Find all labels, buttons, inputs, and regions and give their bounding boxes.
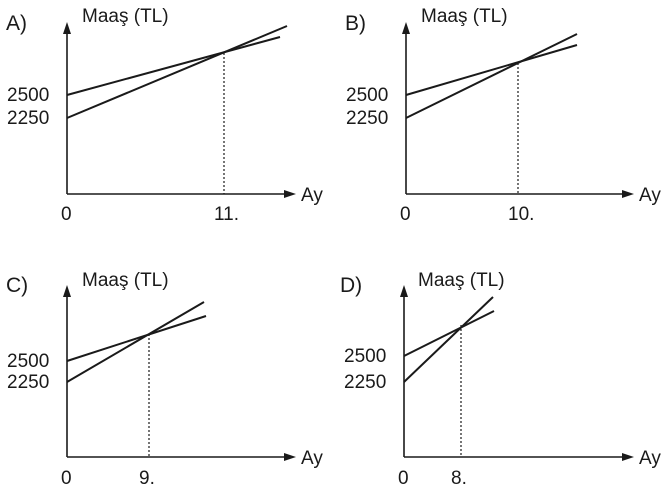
x-axis-label: Ay [639, 185, 661, 206]
x-tick-label: 11. [214, 204, 239, 225]
series-line-2500 [66, 315, 207, 362]
y-axis-arrow [400, 285, 408, 297]
x-tick-label: 10. [508, 204, 534, 225]
series-line-2500 [403, 310, 495, 357]
series-line-2250 [66, 25, 288, 119]
y-axis-arrow [63, 22, 71, 34]
series-line-2500 [405, 44, 578, 96]
x-axis-label: Ay [301, 448, 323, 469]
y-tick-label: 2250 [7, 108, 49, 129]
x-axis-arrow [622, 453, 634, 461]
x-tick-label: 0 [61, 468, 72, 489]
x-axis-arrow [284, 190, 296, 198]
y-tick-label: 2500 [346, 85, 388, 106]
option-label: A) [6, 12, 27, 35]
x-tick-label: 0 [400, 204, 411, 225]
x-tick-label: 0 [61, 204, 72, 225]
series-line-2250 [403, 296, 494, 383]
series-line-2500 [66, 36, 281, 96]
option-label: B) [345, 12, 366, 35]
y-axis-arrow [63, 285, 71, 297]
x-tick-label: 0 [398, 468, 409, 489]
option-label: D) [340, 274, 362, 297]
x-axis-label: Ay [301, 185, 323, 206]
series-line-2250 [405, 33, 578, 119]
y-axis-label: Maaş (TL) [82, 6, 169, 27]
option-label: C) [6, 274, 28, 297]
x-axis-arrow [284, 453, 296, 461]
y-axis-label: Maaş (TL) [82, 270, 169, 291]
x-tick-label: 8. [451, 468, 467, 489]
y-axis-label: Maaş (TL) [421, 6, 508, 27]
x-axis-label: Ay [639, 448, 661, 469]
y-tick-label: 2500 [7, 351, 49, 372]
y-tick-label: 2250 [346, 108, 388, 129]
y-axis-label: Maaş (TL) [418, 270, 505, 291]
y-tick-label: 2500 [7, 85, 49, 106]
chart-option-4: D) Maaş (TL) Ay 2500 2250 0 8. [340, 270, 661, 489]
y-axis-arrow [402, 22, 410, 34]
series-line-2250 [66, 301, 205, 383]
y-tick-label: 2250 [7, 372, 49, 393]
x-axis-arrow [622, 190, 634, 198]
y-tick-label: 2250 [344, 372, 386, 393]
x-tick-label: 9. [139, 468, 155, 489]
y-tick-label: 2500 [344, 346, 386, 367]
